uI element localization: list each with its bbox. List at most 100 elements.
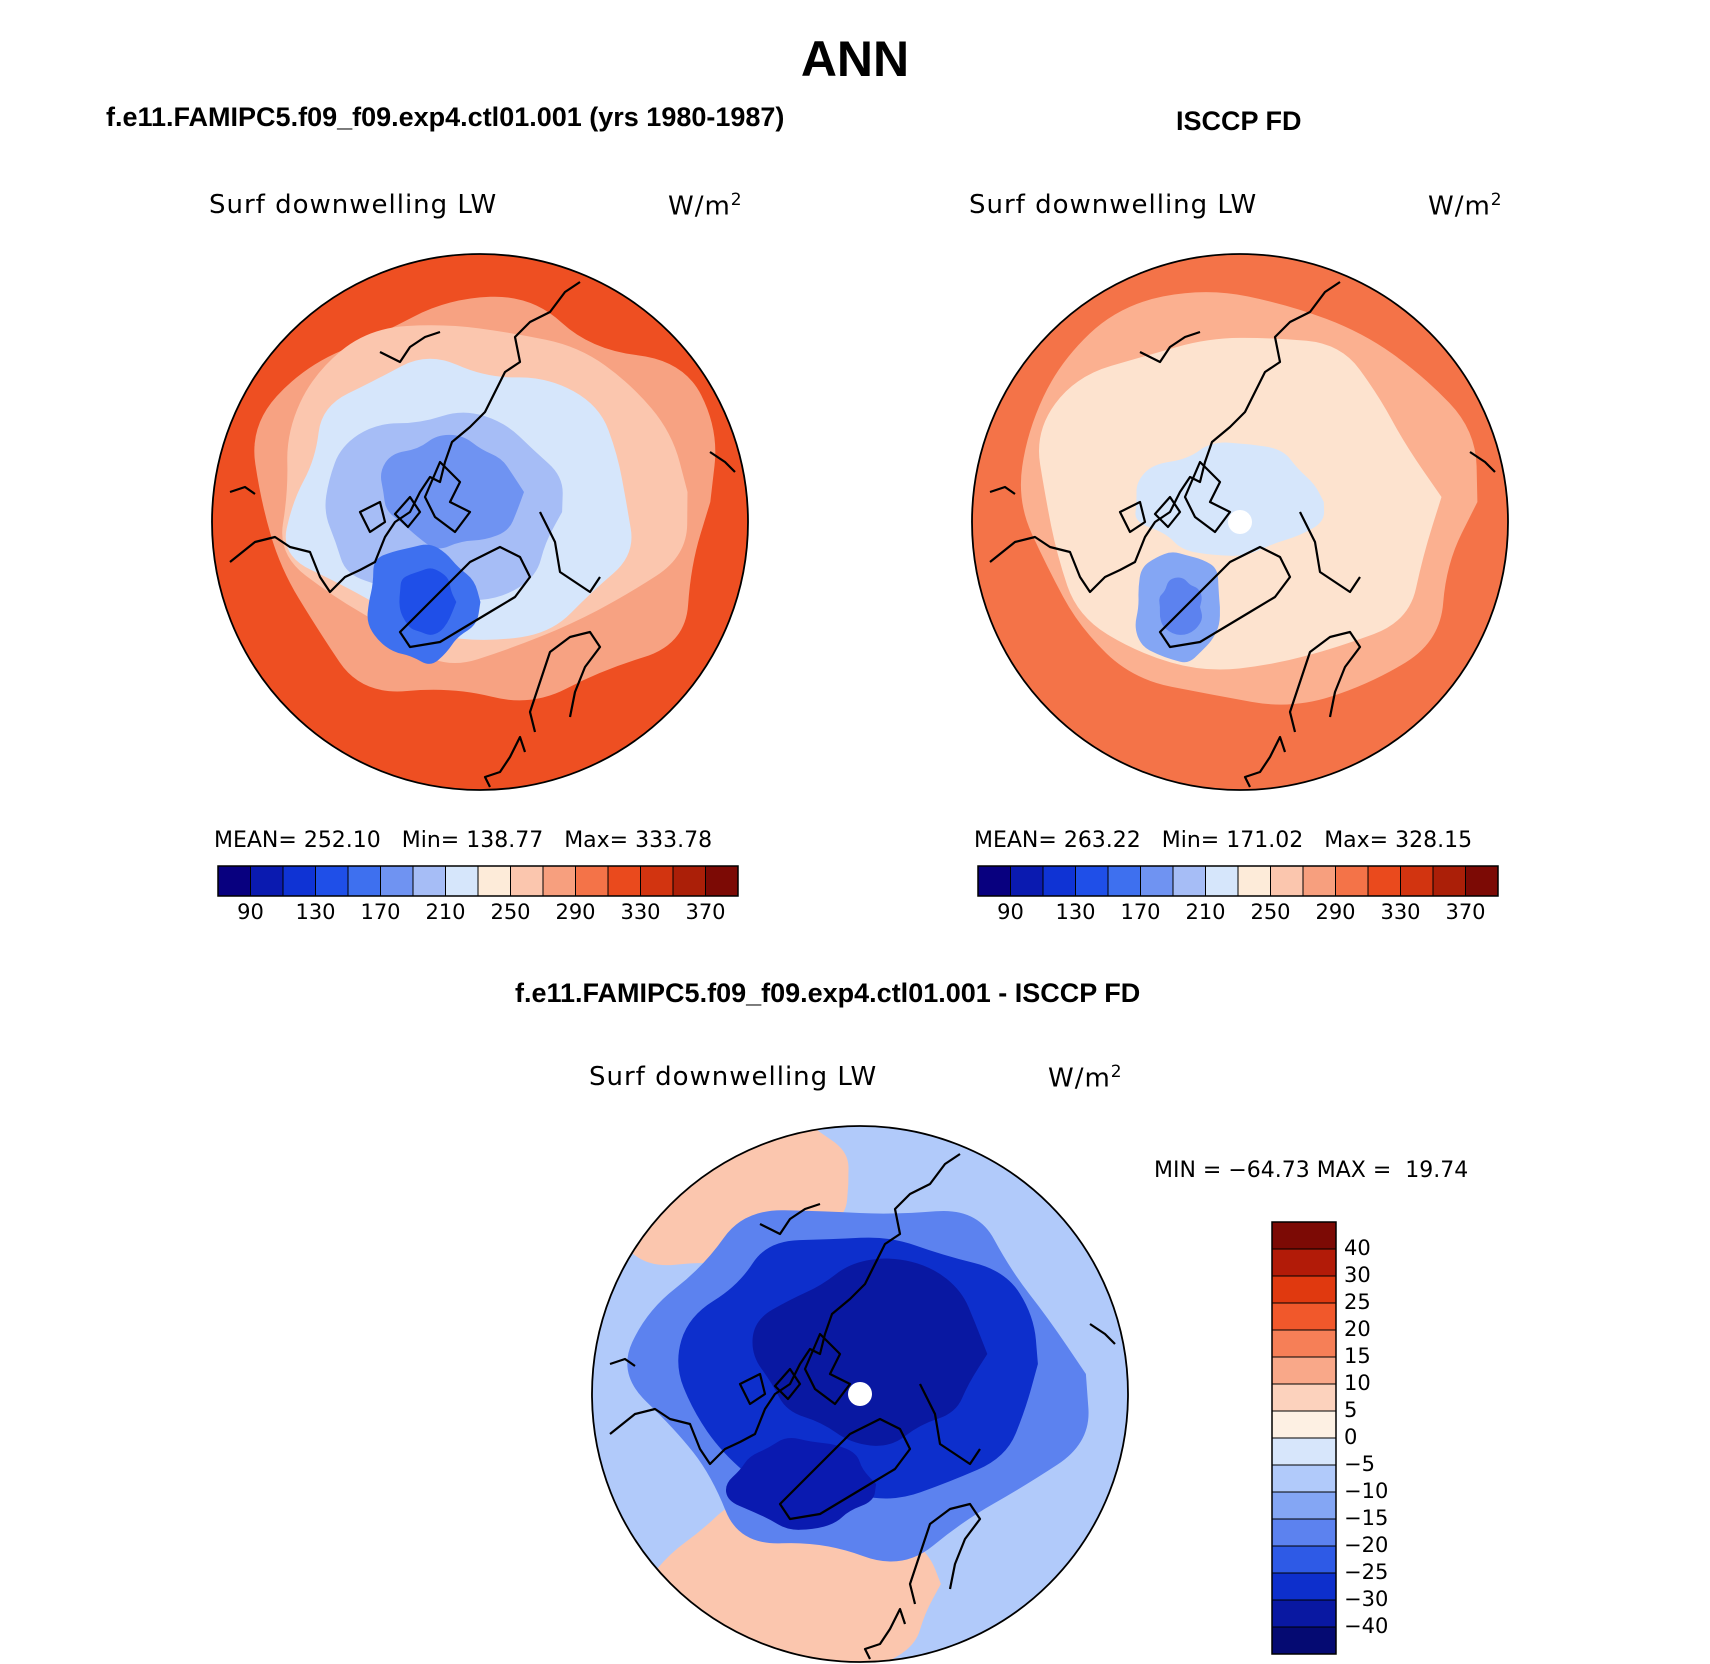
- colorbar-tick-label: 330: [620, 900, 661, 924]
- variable-label-obs: Surf downwelling LW: [969, 190, 1258, 220]
- colorbar-box: [1270, 865, 1304, 897]
- colorbar-box: [672, 865, 706, 897]
- variable-label-diff: Surf downwelling LW: [589, 1062, 878, 1092]
- coastline: [1183, 460, 1232, 534]
- colorbar-tick-label: 210: [1185, 900, 1226, 924]
- colorbar-ticks-diff: 40 30 25 20 15 10 5 0 −5 −10 −15 −20 −25 −30 −40: [1344, 1222, 1424, 1654]
- colorbar-box: [640, 865, 674, 897]
- coastline: [738, 1372, 767, 1406]
- colorbar-tick-label: 0: [1344, 1425, 1358, 1449]
- coastlines: [229, 281, 736, 788]
- coastline: [1469, 451, 1496, 473]
- colorbar-tick-label: −40: [1344, 1614, 1389, 1638]
- map-field: [212, 254, 748, 790]
- colorbar-tick-label: 20: [1344, 1317, 1371, 1341]
- colorbar-box: [1271, 1491, 1337, 1520]
- colorbar-tick-label: 5: [1344, 1398, 1358, 1422]
- colorbar-tick-label: 330: [1380, 900, 1421, 924]
- colorbar-tick-label: 130: [1055, 900, 1096, 924]
- colorbar-tick-label: −10: [1344, 1479, 1389, 1503]
- colorbar-box: [412, 865, 446, 897]
- coastline: [483, 735, 527, 788]
- colorbar-tick-label: 370: [1445, 900, 1486, 924]
- colorbar-box: [1271, 1437, 1337, 1466]
- colorbar-tick-label: 130: [295, 900, 336, 924]
- coastlines: [609, 1153, 1116, 1660]
- colorbar-box: [1432, 865, 1466, 897]
- colorbar-box: [1271, 1599, 1337, 1628]
- colorbar-frame: [217, 865, 739, 897]
- colorbar-box: [1271, 1302, 1337, 1331]
- colorbar-box: [1271, 1464, 1337, 1493]
- colorbar-box: [1205, 865, 1239, 897]
- colorbar-tick-label: 210: [425, 900, 466, 924]
- colorbar-box: [1271, 1248, 1337, 1277]
- map-border: [971, 253, 1509, 791]
- pole-hole: [1228, 510, 1252, 534]
- colorbar-model: [217, 865, 739, 897]
- colorbar-tick-label: −30: [1344, 1587, 1389, 1611]
- colorbar-box: [347, 865, 381, 897]
- colorbar-box: [1271, 1572, 1337, 1601]
- colorbar-box: [1367, 865, 1401, 897]
- colorbar-tick-label: −5: [1344, 1452, 1375, 1476]
- colorbar-box: [1075, 865, 1109, 897]
- colorbar-box: [1271, 1545, 1337, 1574]
- colorbar-box: [1271, 1356, 1337, 1385]
- coastline: [1243, 735, 1287, 788]
- colorbar-tick-label: −15: [1344, 1506, 1389, 1530]
- colorbar-frame: [1271, 1221, 1337, 1655]
- pole-hole: [848, 1382, 872, 1406]
- colorbar-box: [1465, 865, 1499, 897]
- colorbar-obs: [977, 865, 1499, 897]
- stats-diff: MIN = −64.73 MAX = 19.74: [1154, 1158, 1469, 1183]
- panel-title-diff: f.e11.FAMIPC5.f09_f09.exp4.ctl01.001 - I…: [515, 978, 1141, 1008]
- colorbar-tick-label: 25: [1344, 1290, 1371, 1314]
- colorbar-box: [1042, 865, 1076, 897]
- colorbar-tick-label: 290: [1315, 900, 1356, 924]
- colorbar-frame: [977, 865, 1499, 897]
- colorbar-box: [705, 865, 739, 897]
- polar-map-obs: [971, 253, 1509, 791]
- colorbar-box: [1271, 1329, 1337, 1358]
- colorbar-box: [1400, 865, 1434, 897]
- coastline: [919, 1383, 981, 1466]
- colorbar-box: [1010, 865, 1044, 897]
- coastline: [1118, 500, 1147, 534]
- coastline: [1153, 495, 1182, 529]
- panel-title-obs: ISCCP FD: [1176, 106, 1302, 136]
- coastline: [1158, 545, 1292, 649]
- coastline: [393, 495, 422, 529]
- coastline: [1089, 1323, 1116, 1345]
- coastline: [778, 1417, 912, 1521]
- colorbar-box: [380, 865, 414, 897]
- colorbar-box: [510, 865, 544, 897]
- units-label-obs: W/m2: [1428, 190, 1503, 222]
- coastline: [379, 330, 441, 364]
- coastline: [773, 1367, 802, 1401]
- panel-title-model: f.e11.FAMIPC5.f09_f09.exp4.ctl01.001 (yr…: [106, 102, 785, 132]
- coastlines: [989, 281, 1496, 788]
- colorbar-box: [282, 865, 316, 897]
- map-field: [972, 254, 1508, 790]
- coastline: [423, 460, 472, 534]
- colorbar-tick-label: −25: [1344, 1560, 1389, 1584]
- colorbar-tick-label: 370: [685, 900, 726, 924]
- colorbar-box: [1271, 1410, 1337, 1439]
- map-border: [211, 253, 749, 791]
- coastline: [989, 485, 1016, 495]
- colorbar-box: [250, 865, 284, 897]
- polar-map-diff: [591, 1125, 1129, 1663]
- colorbar-tick-label: 90: [997, 900, 1024, 924]
- colorbar-tick-label: 40: [1344, 1236, 1371, 1260]
- colorbar-box: [1302, 865, 1336, 897]
- colorbar-diff: [1271, 1221, 1337, 1655]
- colorbar-tick-label: −20: [1344, 1533, 1389, 1557]
- stats-model: MEAN= 252.10 Min= 138.77 Max= 333.78: [214, 828, 713, 853]
- colorbar-tick-label: 170: [1120, 900, 1161, 924]
- colorbar-box: [217, 865, 251, 897]
- map-field: [592, 1126, 1128, 1662]
- colorbar-tick-label: 15: [1344, 1344, 1371, 1368]
- colorbar-box: [445, 865, 479, 897]
- colorbar-box: [315, 865, 349, 897]
